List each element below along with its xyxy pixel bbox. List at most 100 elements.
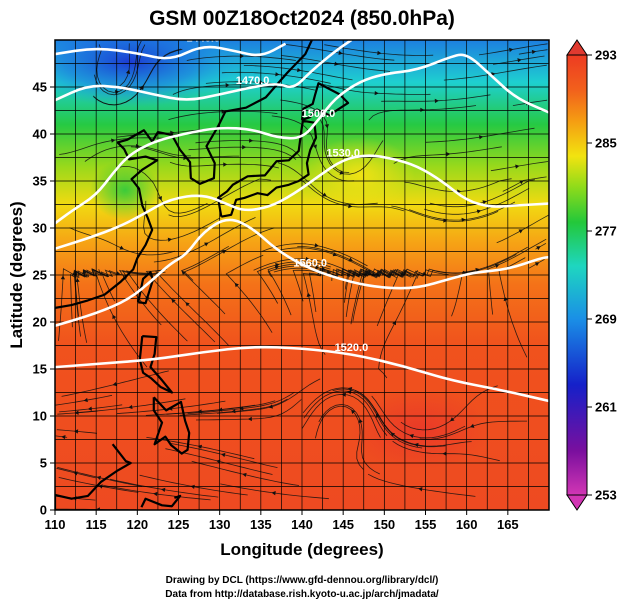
x-axis-ticks: 110 115 120 125 130 135 140 145 150 155 160 165: [45, 510, 519, 532]
streamline-arrow: [341, 392, 346, 397]
streamline: [478, 43, 548, 56]
streamline-arrow: [61, 435, 66, 440]
x-tick-label: 150: [373, 517, 395, 532]
streamline-arrow: [242, 145, 247, 150]
streamline-arrow: [197, 409, 202, 414]
streamline: [443, 64, 547, 81]
colorbar-tick-label: 277: [595, 224, 617, 239]
contour-line: [55, 218, 549, 328]
x-tick-label: 130: [209, 517, 231, 532]
streamline-arrow: [112, 381, 117, 387]
colorbar-min-arrow: [566, 494, 588, 511]
streamline-arrow: [434, 98, 439, 104]
x-tick-label: 135: [250, 517, 272, 532]
streamline-arrow: [518, 229, 524, 234]
y-tick-label: 25: [33, 268, 47, 283]
contour-label: 1560.0: [293, 257, 327, 269]
streamline-arrow: [446, 151, 451, 157]
streamline-arrow: [374, 90, 379, 96]
streamline-arrow: [519, 180, 524, 185]
colorbar-tick-label: 285: [595, 136, 617, 151]
streamline-arrow: [351, 409, 356, 414]
y-tick-label: 20: [33, 315, 47, 330]
streamline-arrow: [324, 124, 329, 129]
streamline-arrow: [409, 434, 414, 439]
streamline-arrow: [420, 107, 425, 113]
streamline-arrow: [171, 298, 176, 304]
streamline: [55, 394, 113, 406]
streamline-arrow: [240, 53, 245, 59]
streamline-arrow: [515, 164, 520, 169]
streamline-arrow: [503, 296, 508, 302]
streamline-arrow: [259, 80, 264, 85]
coastline-segment: [137, 271, 155, 305]
lat-lon-grid: [55, 40, 549, 510]
x-tick-label: 120: [126, 517, 148, 532]
y-tick-label: 40: [33, 127, 47, 142]
y-tick-label: 0: [40, 503, 47, 518]
streamline-arrow: [153, 491, 158, 497]
y-axis-ticks: 0 5 10 15 20 25 30 35 40 45: [33, 80, 55, 518]
x-tick-label: 110: [45, 517, 66, 532]
streamline-arrow: [60, 275, 66, 280]
streamline-arrow: [74, 429, 79, 434]
streamline-arrow: [96, 475, 102, 480]
streamline-arrow: [348, 257, 354, 262]
streamline-arrow: [185, 302, 190, 307]
contour-label: 1440.0: [186, 33, 220, 45]
streamline: [488, 238, 547, 315]
streamline-arrow: [167, 237, 173, 242]
colorbar-tick-label: 253: [595, 488, 617, 503]
contour-line: [55, 53, 549, 225]
streamline-arrow: [517, 58, 522, 63]
streamline-arrow: [450, 417, 455, 422]
streamline-arrow: [536, 246, 541, 251]
y-tick-label: 15: [33, 362, 47, 377]
y-tick-label: 30: [33, 221, 47, 236]
streamline-arrow: [339, 170, 344, 175]
streamline-arrow: [332, 252, 338, 257]
colorbar-gradient: [566, 54, 588, 496]
streamline-arrow: [161, 487, 166, 492]
streamline-arrow: [314, 243, 319, 248]
y-axis-label: Latitude (degrees): [7, 201, 26, 348]
streamline-arrow: [461, 217, 466, 223]
coastline-segment: [216, 119, 318, 218]
streamline-arrow: [271, 491, 276, 496]
colorbar-tick-label: 269: [595, 312, 617, 327]
streamline-arrow: [234, 282, 239, 288]
streamline-arrow: [275, 72, 280, 77]
streamline-arrow: [128, 404, 133, 410]
contour-line: [55, 154, 549, 250]
x-axis-label: Longitude (degrees): [220, 540, 383, 559]
streamline: [512, 99, 548, 106]
coastline-segment: [140, 494, 182, 508]
streamline-arrow: [478, 135, 484, 140]
streamline-arrow: [418, 487, 423, 492]
streamline-arrow: [87, 406, 92, 411]
streamline-arrow: [305, 256, 310, 262]
streamline-arrow: [322, 192, 327, 197]
colorbar-tick-label: 261: [595, 400, 617, 415]
streamline-arrow: [338, 50, 343, 56]
contour-line: [55, 42, 287, 60]
plot-area: 1440.0 1470.0 1500.0 1530.0 1560.0 1520.0: [55, 33, 549, 529]
streamline-arrow: [475, 267, 480, 273]
credit-data-source: Data from http://database.rish.kyoto-u.a…: [165, 589, 439, 600]
streamline-arrow: [312, 144, 317, 149]
streamline-arrow: [348, 203, 353, 209]
streamline-arrow: [221, 452, 226, 458]
streamline: [490, 161, 549, 172]
geopotential-contours: 1440.0 1470.0 1500.0 1530.0 1560.0 1520.0: [55, 33, 549, 403]
x-tick-label: 165: [497, 517, 519, 532]
colorbar-tick-label: 293: [595, 48, 617, 63]
contour-label: 1500.0: [302, 108, 336, 120]
streamline-arrow: [221, 250, 227, 254]
streamline-arrow: [225, 82, 230, 88]
streamline-arrow: [112, 314, 117, 320]
contour-line: [55, 345, 549, 403]
streamline-arrow: [531, 49, 537, 55]
y-tick-label: 10: [33, 409, 47, 424]
cold-air-region: [55, 40, 240, 107]
coastline-segment: [227, 514, 253, 529]
